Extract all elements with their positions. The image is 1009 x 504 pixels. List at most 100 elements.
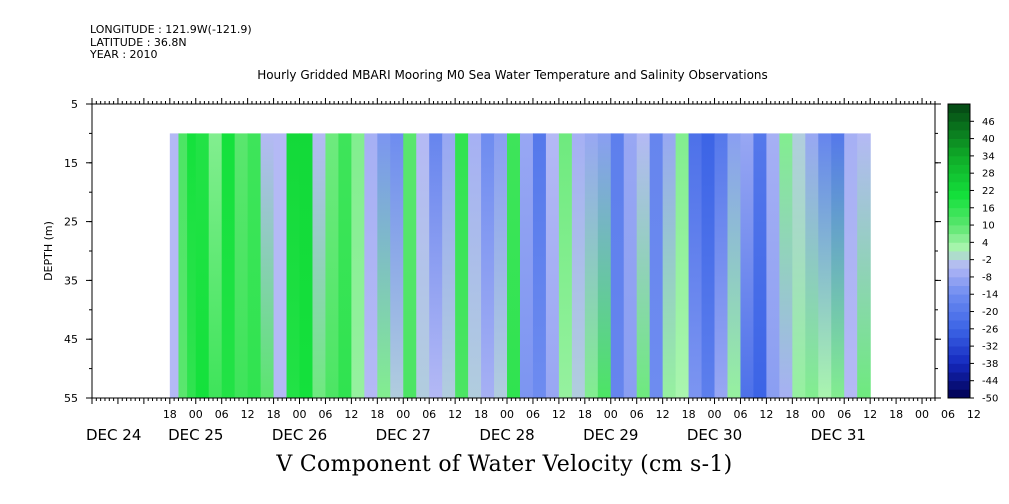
colorbar-swatch (948, 138, 970, 148)
x-hour-label: 06 (526, 408, 540, 421)
heatmap-column (169, 133, 180, 398)
heatmap-column (403, 133, 417, 398)
x-hour-label: 00 (915, 408, 929, 421)
colorbar-label: -26 (982, 324, 998, 335)
x-hour-label: 06 (215, 408, 229, 421)
heatmap-column (377, 133, 391, 398)
x-hour-label: 12 (448, 408, 462, 421)
x-hour-label: 00 (708, 408, 722, 421)
heatmap-column (532, 133, 547, 398)
colorbar-label: 16 (982, 203, 995, 214)
colorbar-swatch (948, 389, 970, 399)
heatmap-column (299, 133, 314, 398)
heatmap-column (844, 133, 858, 398)
colorbar-swatch (948, 164, 970, 174)
heatmap-column (208, 133, 223, 398)
x-hour-label: 00 (396, 408, 410, 421)
heatmap-column (286, 133, 301, 398)
chart-title: Hourly Gridded MBARI Mooring M0 Sea Wate… (0, 68, 1009, 82)
station-metadata: LONGITUDE : 121.9W(-121.9) LATITUDE : 36… (90, 23, 252, 62)
heatmap-column (273, 133, 288, 398)
colorbar-swatch (948, 173, 970, 183)
y-axis-label: DEPTH (m) (42, 221, 55, 281)
heatmap-cells (169, 133, 871, 398)
colorbar-swatch (948, 294, 970, 304)
colorbar-label: -2 (982, 255, 992, 266)
y-tick-label: 15 (64, 157, 78, 170)
heatmap-column (792, 133, 806, 398)
heatmap-column (247, 133, 262, 398)
heatmap-column (584, 133, 599, 398)
heatmap-column (364, 133, 378, 398)
heatmap-column (610, 133, 625, 398)
heatmap-column (831, 133, 845, 398)
x-hour-label: 12 (863, 408, 877, 421)
heatmap-column (662, 133, 677, 398)
y-tick-label: 45 (64, 333, 78, 346)
heatmap-column (195, 133, 210, 398)
colorbar-label: 40 (982, 134, 995, 145)
colorbar-swatch (948, 207, 970, 217)
x-hour-label: 18 (578, 408, 592, 421)
x-hour-label: 18 (163, 408, 177, 421)
colorbar-label: -8 (982, 272, 992, 283)
heatmap-column (701, 133, 716, 398)
colorbar-swatch (948, 302, 970, 312)
heatmap-column (468, 133, 482, 398)
heatmap-column (597, 133, 612, 398)
colorbar-label: -50 (982, 394, 998, 405)
colorbar-swatch (948, 121, 970, 131)
heatmap-column (221, 133, 236, 398)
x-hour-label: 00 (189, 408, 203, 421)
colorbar-swatch (948, 354, 970, 364)
y-tick-label: 35 (64, 274, 78, 287)
heatmap-column (234, 133, 249, 398)
colorbar-swatch (948, 320, 970, 330)
x-hour-label: 12 (656, 408, 670, 421)
y-tick-label: 55 (64, 392, 78, 405)
colorbar-frame (947, 103, 971, 399)
heatmap-column (688, 133, 703, 398)
heatmap-column (481, 133, 495, 398)
heatmap-column (571, 133, 586, 398)
heatmap-column (818, 133, 832, 398)
heatmap-column (675, 133, 690, 398)
heatmap-column (857, 133, 871, 398)
heatmap-column (187, 133, 197, 398)
heatmap-column (455, 133, 469, 398)
colorbar-swatch (948, 285, 970, 295)
colorbar: 46 40 34 28 22 16 10 4 -2 -8 -14 -20 -26 -32 -38 -44 -50 (947, 103, 998, 405)
colorbar-swatch (948, 276, 970, 286)
colorbar-label: -44 (982, 376, 998, 387)
x-hour-label: 18 (370, 408, 384, 421)
colorbar-swatch (948, 129, 970, 139)
heatmap-column (312, 133, 327, 398)
x-day-label: DEC 31 (811, 426, 866, 444)
heatmap-column (636, 133, 651, 398)
colorbar-swatch (948, 199, 970, 209)
heatmap-column (623, 133, 638, 398)
colorbar-label: 22 (982, 186, 995, 197)
latitude-label: LATITUDE : 36.8N (90, 35, 187, 49)
heatmap-column (325, 133, 340, 398)
year-label: YEAR : 2010 (90, 48, 158, 61)
colorbar-swatch (948, 181, 970, 191)
heatmap-column (178, 133, 188, 398)
heatmap-column (390, 133, 404, 398)
colorbar-label: 28 (982, 169, 995, 180)
x-hour-label: 12 (552, 408, 566, 421)
heatmap-column (714, 133, 729, 398)
colorbar-swatch (948, 380, 970, 390)
colorbar-swatch (948, 259, 970, 269)
heatmap-column (766, 133, 780, 398)
heatmap-column (779, 133, 793, 398)
colorbar-swatch (948, 233, 970, 243)
x-day-label: DEC 25 (168, 426, 223, 444)
y-tick-label: 5 (71, 98, 78, 111)
colorbar-swatch (948, 216, 970, 226)
colorbar-label: -14 (982, 290, 998, 301)
heatmap-column (429, 133, 443, 398)
longitude-label: LONGITUDE : 121.9W(-121.9) (90, 23, 252, 36)
heatmap-column (649, 133, 664, 398)
